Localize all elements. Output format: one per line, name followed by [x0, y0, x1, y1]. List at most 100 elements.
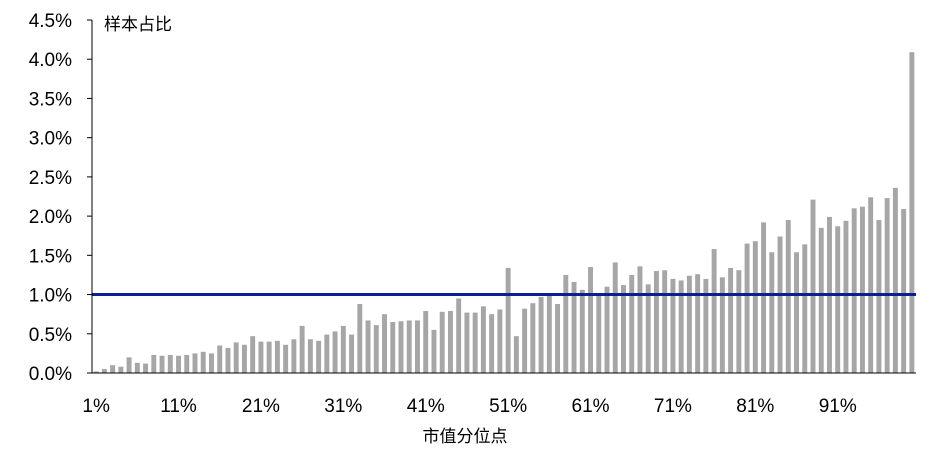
bar [415, 320, 420, 373]
bar [909, 52, 915, 373]
bar [612, 262, 618, 373]
bar [390, 322, 396, 373]
bar [761, 222, 767, 373]
bar [357, 303, 363, 373]
bar [200, 351, 206, 373]
bar [291, 339, 297, 373]
bar [785, 220, 791, 373]
x-tick-label: 81% [736, 396, 774, 417]
bar [299, 325, 305, 373]
bar [184, 354, 190, 373]
bar [134, 362, 140, 373]
bar [563, 274, 569, 373]
bar [868, 197, 874, 373]
y-axis-title: 样本占比 [104, 15, 172, 35]
bar [695, 274, 701, 373]
bar [555, 303, 561, 373]
bar [250, 336, 256, 373]
bar [340, 325, 346, 373]
bar [884, 198, 890, 373]
bar [579, 289, 585, 373]
bar [604, 286, 610, 373]
bar [810, 199, 816, 373]
bar [621, 285, 626, 373]
bar [678, 280, 684, 373]
bar [101, 369, 107, 373]
bar [439, 311, 445, 373]
bar [670, 278, 676, 373]
bar [711, 249, 717, 373]
bar [233, 342, 239, 373]
x-tick-label: 31% [324, 396, 362, 417]
bar [835, 226, 841, 373]
x-tick-label: 1% [82, 396, 110, 417]
bar [464, 312, 470, 373]
bar [93, 371, 99, 373]
bar [571, 282, 577, 373]
y-tick-label: 4.0% [29, 50, 72, 71]
bar [876, 220, 882, 373]
bar [719, 277, 725, 373]
y-tick-label: 4.5% [29, 11, 72, 32]
bar [447, 311, 453, 373]
bar [728, 267, 734, 373]
bar [513, 336, 519, 373]
bar [241, 344, 247, 373]
bar [489, 314, 495, 373]
bar [423, 311, 429, 373]
bar [209, 353, 214, 373]
bar [662, 270, 668, 373]
bar [522, 308, 528, 373]
bar [110, 365, 116, 373]
y-tick-label: 2.5% [29, 168, 72, 189]
bar [530, 303, 536, 373]
bar [176, 355, 181, 373]
bar [686, 275, 692, 373]
bar [546, 294, 552, 373]
bar [151, 354, 157, 373]
bar [497, 309, 503, 373]
bar [143, 363, 149, 373]
bar [744, 243, 750, 373]
bar [406, 320, 412, 373]
bar [365, 320, 371, 373]
bar [769, 252, 775, 373]
bar [456, 298, 462, 373]
bar [283, 344, 289, 373]
bar [118, 366, 124, 373]
bar [332, 331, 338, 373]
bar [843, 220, 849, 373]
bar [431, 329, 437, 373]
bar [588, 267, 593, 373]
bar [637, 266, 643, 373]
bar [505, 267, 511, 373]
bar [398, 321, 404, 373]
bar [736, 270, 742, 373]
bar [645, 284, 651, 373]
bar [851, 208, 857, 373]
x-tick-label: 41% [407, 396, 445, 417]
x-tick-label: 21% [242, 396, 280, 417]
bar [266, 341, 272, 373]
y-tick-label: 3.5% [29, 89, 72, 110]
bar [901, 209, 907, 373]
y-tick-label: 3.0% [29, 129, 72, 150]
bar [480, 306, 486, 373]
y-tick-label: 2.0% [29, 207, 72, 228]
bar [596, 294, 602, 373]
bar [703, 278, 709, 373]
x-axis-title: 市值分位点 [423, 427, 508, 447]
bars [93, 52, 915, 373]
x-tick-label: 91% [819, 396, 857, 417]
bar [802, 244, 808, 373]
x-axis-ticks: 1% 11% 21% 31% 41% 51% 61% 71% 81% 91% [82, 396, 856, 417]
bar [126, 357, 132, 373]
y-tick-label: 1.0% [29, 286, 72, 307]
bar [258, 341, 264, 373]
y-tick-label: 1.5% [29, 246, 72, 267]
y-axis-ticks: 0.0% 0.5% 1.0% 1.5% 2.0% 2.5% 3.0% 3.5% 4.0% 4.5% [29, 11, 92, 385]
bar [192, 353, 198, 373]
bar [892, 187, 898, 373]
